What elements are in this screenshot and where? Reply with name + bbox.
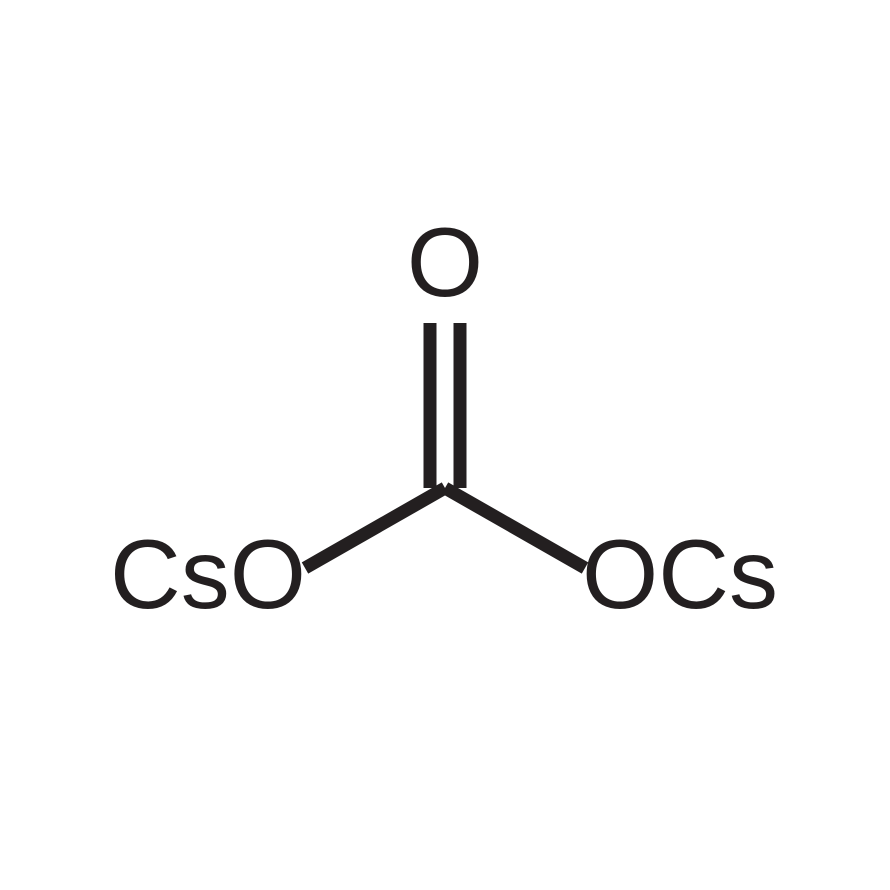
atom-label-ocs-right: OCs [582,519,778,629]
atom-label-o-top: O [407,207,483,317]
chemical-structure-diagram: O CsO OCs [0,0,890,890]
single-bond-right [445,488,585,568]
single-bond-left [305,488,445,568]
atom-group: O CsO OCs [110,207,778,629]
atom-label-cso-left: CsO [110,519,306,629]
bond-group [305,323,585,568]
